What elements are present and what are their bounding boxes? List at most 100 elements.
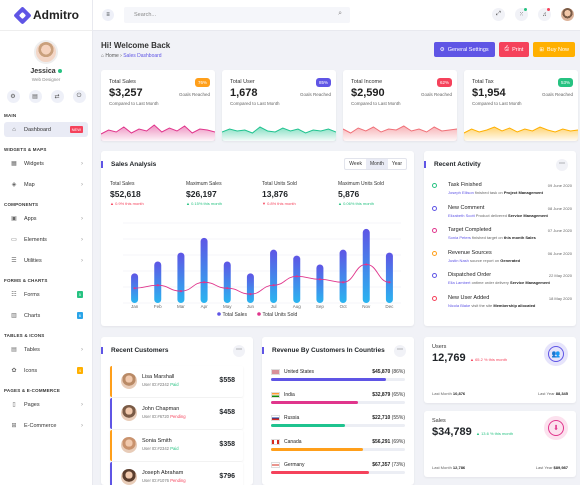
- mini-stat-card: Sales $34,789 ▲ 13.6 % this month Last Mont…: [424, 411, 576, 477]
- sidebar-item-label: Utilities: [24, 257, 42, 264]
- sidebar-item-label: Map: [24, 181, 35, 188]
- general-settings-button[interactable]: ⚙ General Settings: [433, 42, 495, 57]
- buy-now-button[interactable]: ⊞ Buy Now: [533, 42, 575, 57]
- line-point[interactable]: [226, 287, 229, 290]
- activity-title: Dispatched Order: [448, 272, 492, 278]
- kpi-delta: ▲ 0.15% this month: [186, 201, 222, 206]
- logout-icon[interactable]: ⏻: [72, 90, 86, 103]
- recent-customers-title: Recent Customers: [101, 347, 168, 354]
- country-progress-fill: [271, 424, 345, 428]
- sidebar-item-pages[interactable]: ▯ Pages ›: [4, 397, 88, 412]
- user-avatar[interactable]: [561, 8, 574, 21]
- line-point[interactable]: [365, 263, 368, 266]
- line-point[interactable]: [295, 275, 298, 278]
- country-name: Canada: [284, 438, 302, 445]
- sidebar: Admitro Jessica Web Designer ⚙ ▤ ⇄ ⏻ MAI…: [0, 0, 93, 485]
- page-title: Hi! Welcome Back: [101, 41, 171, 50]
- tab-month[interactable]: Month: [365, 159, 388, 169]
- tab-week[interactable]: Week: [349, 161, 362, 167]
- breadcrumb-home[interactable]: Home: [105, 53, 119, 59]
- payment-status: Pending: [170, 414, 186, 419]
- line-point[interactable]: [133, 287, 136, 290]
- activity-status-ring: [432, 295, 437, 301]
- line-point[interactable]: [179, 290, 183, 293]
- sidebar-item-map[interactable]: ◈ Map ›: [4, 177, 88, 192]
- sidebar-item-ecommerce[interactable]: ⊞ E-Commerce ›: [4, 418, 88, 433]
- bar-total-sales[interactable]: [200, 237, 208, 303]
- line-point[interactable]: [249, 293, 252, 296]
- bar-total-sales[interactable]: [385, 252, 393, 303]
- brand[interactable]: Admitro: [0, 0, 92, 31]
- line-point[interactable]: [341, 281, 345, 284]
- more-options-icon[interactable]: ⋯: [394, 345, 406, 357]
- activity-desc: Sonia Peters finished target on this mon…: [448, 235, 536, 240]
- mini-label: Users: [432, 344, 447, 350]
- share-icon[interactable]: ⇄: [50, 90, 64, 103]
- tab-year[interactable]: Year: [391, 161, 402, 167]
- sidebar-item-tables[interactable]: ▤ Tables ›: [4, 342, 88, 357]
- sidebar-item-forms[interactable]: ☷ Forms 5: [4, 287, 88, 302]
- sidebar-item-dashboard[interactable]: ⌂ Dashboard NEW: [4, 122, 88, 137]
- legend-label: Total Units Sold: [263, 312, 298, 318]
- print-button[interactable]: ⎙ Print: [498, 42, 530, 57]
- bar-total-sales[interactable]: [154, 261, 162, 303]
- country-name: United States: [284, 369, 315, 375]
- line-point[interactable]: [272, 284, 275, 287]
- kpi-label: Total Sales: [110, 181, 135, 187]
- search-input[interactable]: Search... ⌕: [124, 7, 350, 23]
- bar-total-sales[interactable]: [177, 252, 185, 303]
- sales-kpi: Maximum Sales $26,197 ▲ 0.15% this month: [186, 181, 222, 206]
- hamburger-icon: ≡: [106, 12, 110, 18]
- country-percent: (73%): [391, 461, 405, 468]
- activity-user[interactable]: Nicola Blake: [448, 302, 471, 308]
- sidebar-item-charts[interactable]: ▥ Charts 6: [4, 308, 88, 323]
- bar-total-sales[interactable]: [246, 273, 254, 303]
- country-name: India: [284, 392, 295, 399]
- line-point[interactable]: [388, 281, 391, 284]
- activity-user[interactable]: Justin Nash: [448, 257, 469, 263]
- x-tick-label: Sep: [316, 304, 325, 309]
- legend-marker: [257, 312, 261, 316]
- bar-total-sales[interactable]: [339, 249, 347, 303]
- document-icon[interactable]: ▤: [28, 90, 42, 103]
- activity-user[interactable]: Elizabeth Scott: [448, 212, 475, 218]
- bar-total-sales[interactable]: [316, 264, 324, 303]
- activity-target: Service Management: [508, 212, 548, 218]
- mini-stat-card: Users 12,769 ▲ 65.2 % this month Last Month…: [424, 337, 576, 403]
- avatar[interactable]: [34, 40, 58, 64]
- chevron-right-icon: ›: [81, 257, 83, 264]
- sidebar-item-widgets[interactable]: ▦ Widgets ›: [4, 156, 88, 171]
- sidebar-item-utilities[interactable]: ☰ Utilities ›: [4, 253, 88, 268]
- line-point[interactable]: [202, 281, 206, 284]
- customer-row[interactable]: Joseph Abraham User ID:#1076 Pending $796: [110, 462, 243, 485]
- bar-total-sales[interactable]: [293, 255, 301, 303]
- customer-row[interactable]: John Chapman User ID:#6720 Pending $458: [110, 398, 243, 429]
- activity-user[interactable]: Joseph Ellison: [448, 190, 474, 195]
- sidebar-item-icons[interactable]: ✿ Icons 4: [4, 363, 88, 378]
- fullscreen-icon[interactable]: ⤢: [492, 8, 505, 21]
- more-options-icon[interactable]: ⋯: [556, 159, 568, 171]
- activity-user[interactable]: Ella Lambert: [448, 280, 471, 285]
- bar-total-sales[interactable]: [362, 228, 370, 303]
- line-point[interactable]: [156, 284, 159, 287]
- line-point[interactable]: [318, 278, 322, 281]
- online-status-dot: [57, 69, 62, 73]
- sidebar-item-elements[interactable]: ▭ Elements ›: [4, 232, 88, 247]
- profile: Jessica Web Designer ⚙ ▤ ⇄ ⏻: [0, 31, 92, 103]
- apps-grid-icon[interactable]: ⁙: [515, 8, 528, 21]
- last-month-value: 12,786: [452, 465, 466, 470]
- activity-user[interactable]: Sonia Peters: [448, 235, 471, 240]
- activity-title: New User Added: [448, 294, 490, 301]
- customer-row[interactable]: Sonia Smith User ID:#2342 Paid $358: [110, 430, 243, 461]
- customer-row[interactable]: Lisa Marshall User ID:#2342 Paid $558: [110, 366, 243, 397]
- country-amount: $22,710 (55%): [372, 415, 405, 421]
- menu-toggle-button[interactable]: ≡: [102, 9, 114, 21]
- bar-total-sales[interactable]: [270, 249, 278, 303]
- bell-icon[interactable]: ♫: [538, 8, 551, 21]
- sidebar-item-apps[interactable]: ▣ Apps ›: [4, 211, 88, 226]
- search-icon[interactable]: ⌕: [338, 10, 342, 17]
- settings-icon[interactable]: ⚙: [6, 90, 20, 103]
- stat-title: Total User: [230, 79, 255, 85]
- bar-total-sales[interactable]: [223, 261, 231, 303]
- more-options-icon[interactable]: ⋯: [233, 345, 245, 357]
